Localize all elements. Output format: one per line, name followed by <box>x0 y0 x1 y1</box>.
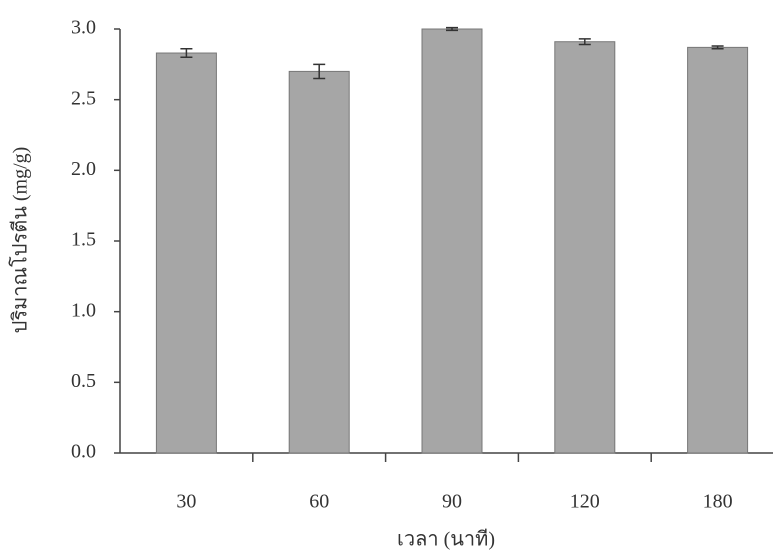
y-tick-label: 0.5 <box>71 370 96 392</box>
y-tick-label: 0.0 <box>71 441 96 463</box>
x-tick-label: 90 <box>442 491 462 513</box>
y-tick-label: 1.5 <box>71 229 96 251</box>
bar <box>156 53 216 453</box>
x-tick-label: 180 <box>703 491 733 513</box>
x-tick-label: 60 <box>309 491 329 513</box>
y-tick-label: 2.5 <box>71 87 96 109</box>
x-tick-label: 30 <box>176 491 196 513</box>
y-tick-label: 1.0 <box>71 299 96 321</box>
y-tick-label: 3.0 <box>71 17 96 39</box>
y-axis-label: ปริมาณโปรตีน (mg/g) <box>9 147 32 334</box>
bar <box>289 71 349 453</box>
chart: เวลา (นาที) ปริมาณโปรตีน (mg/g) 0.0 0.5 1.… <box>0 0 773 556</box>
bar <box>555 42 615 453</box>
x-axis-label: เวลา (นาที) <box>397 529 495 551</box>
x-tick-label: 120 <box>570 491 600 513</box>
y-tick-label: 2.0 <box>71 158 96 180</box>
bar <box>688 47 748 453</box>
bar <box>422 29 482 453</box>
